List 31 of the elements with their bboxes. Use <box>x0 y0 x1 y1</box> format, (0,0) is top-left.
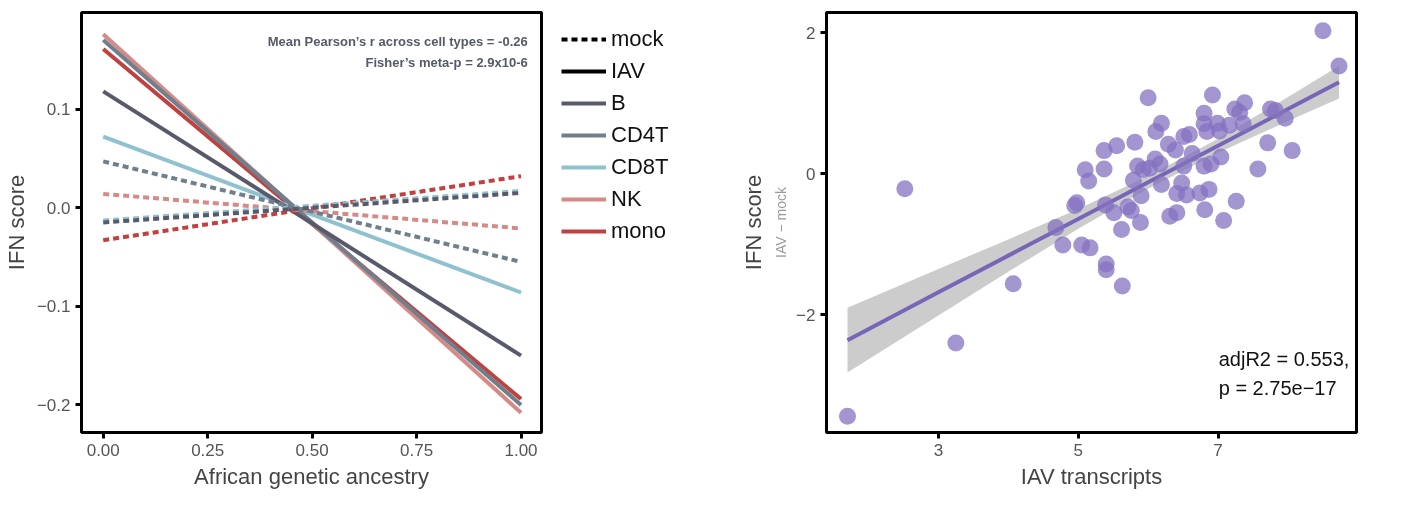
annotation: Fisher’s meta-p = 2.9x10-6 <box>365 54 528 70</box>
legend-label: CD4T <box>611 122 669 148</box>
x-tick-label: 3 <box>933 440 944 460</box>
y-tick-label: 2 <box>806 23 816 43</box>
x-tick-label: 0.00 <box>86 440 120 460</box>
x-tick-label: 0.75 <box>400 440 434 460</box>
legend-label: CD8T <box>611 154 669 180</box>
y-tick-label: −0.2 <box>36 395 71 415</box>
x-axis-title: African genetic ancestry <box>194 463 429 489</box>
annotation: adjR2 = 0.553, <box>1218 347 1350 370</box>
annotation: p = 2.75e−17 <box>1218 376 1337 399</box>
x-tick-label: 0.50 <box>295 440 329 460</box>
x-tick-label: 1.00 <box>504 440 538 460</box>
y-axis-title: IFN score <box>3 174 29 271</box>
legend-label: mock <box>611 26 664 52</box>
y-tick-label: 0.1 <box>46 100 71 120</box>
y-tick-label: 0 <box>806 164 816 184</box>
annotation: Mean Pearson’s r across cell types = -0.26 <box>267 33 528 49</box>
text: IAV − mock <box>773 186 790 258</box>
y-tick-label: −0.1 <box>36 297 71 317</box>
legend-label: B <box>611 90 627 116</box>
x-tick-label: 7 <box>1213 440 1223 460</box>
legend-label: mono <box>611 218 667 244</box>
x-tick-label: 0.25 <box>191 440 225 460</box>
legend-label: NK <box>611 186 642 212</box>
x-axis-title: IAV transcripts <box>1020 463 1163 489</box>
y-tick-label: 0.0 <box>46 198 71 218</box>
y-axis-title: IFN score <box>740 174 766 271</box>
legend-label: IAV <box>611 58 645 84</box>
y-tick-label: −2 <box>796 305 816 325</box>
x-tick-label: 5 <box>1073 440 1083 460</box>
